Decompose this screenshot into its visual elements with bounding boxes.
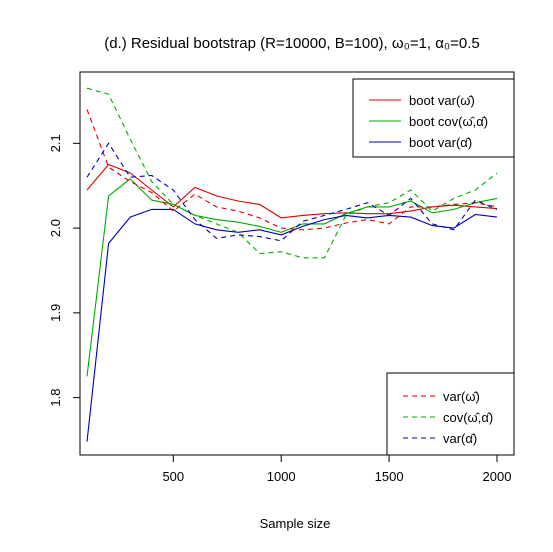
y-tick-label: 1.8 bbox=[48, 389, 63, 407]
x-tick-label: 2000 bbox=[483, 469, 512, 484]
series-line-dashed-4 bbox=[86, 87, 498, 259]
legend-dashed-label: var(ω̂) bbox=[443, 389, 480, 404]
legend-solid-label: boot var(ω̂) bbox=[409, 93, 475, 108]
legend-dashed-label: var(α̂) bbox=[443, 431, 477, 446]
x-axis-label: Sample size bbox=[260, 516, 331, 531]
y-tick-label: 1.9 bbox=[48, 304, 63, 322]
y-tick-label: 2.1 bbox=[48, 134, 63, 152]
plot-frame bbox=[79, 71, 515, 456]
legend-solid-label: boot var(α̂) bbox=[409, 135, 472, 150]
legend-solid bbox=[352, 78, 515, 158]
legend-dashed-label: cov(ω̂,α̂) bbox=[443, 410, 493, 425]
plot-area: 500 1000 1500 2000 1.8 1.9 2.0 2.1 boot var(ω̂) b… bbox=[48, 71, 515, 484]
series-line-dashed-5 bbox=[86, 142, 498, 242]
x-tick-label: 500 bbox=[162, 469, 184, 484]
chart-title: (d.) Residual bootstrap (R=10000, B=100)… bbox=[104, 35, 480, 52]
legend-solid-label: boot cov(ω̂,α̂) bbox=[409, 114, 488, 129]
x-tick-label: 1000 bbox=[267, 469, 296, 484]
legend-dashed bbox=[386, 372, 515, 456]
x-tick-label: 1500 bbox=[375, 469, 404, 484]
y-tick-label: 2.0 bbox=[48, 219, 63, 237]
series-line-solid-1 bbox=[86, 178, 498, 377]
